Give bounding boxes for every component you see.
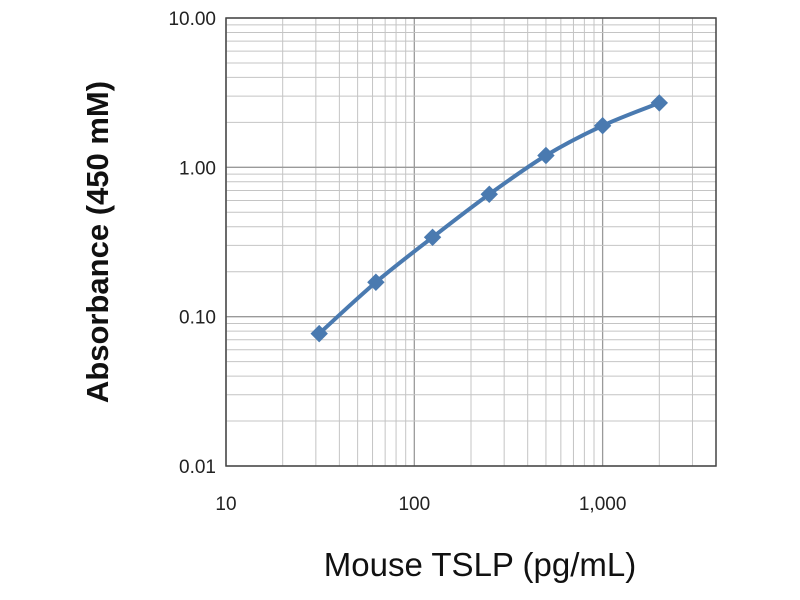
data-point-marker [423, 228, 442, 247]
data-point-marker [593, 116, 612, 135]
tick-labels: 10 100 1,000 0.01 0.10 1.00 10.00 [168, 9, 626, 515]
data-point-marker [310, 324, 328, 343]
x-tick-label: 10 [215, 494, 236, 515]
x-tick-label: 1,000 [579, 494, 627, 515]
data-point-marker [367, 273, 385, 291]
x-axis-title: Mouse TSLP (pg/mL) [324, 546, 636, 583]
y-axis-title: Absorbance (450 mM) [80, 81, 115, 403]
y-tick-label: 0.10 [179, 308, 216, 329]
data-point-marker [480, 185, 498, 203]
y-tick-label: 10.00 [168, 9, 216, 30]
series-line [317, 100, 662, 336]
y-tick-label: 1.00 [179, 158, 216, 179]
data-series [310, 94, 669, 343]
data-point-marker [537, 146, 555, 165]
plot-area-frame [225, 17, 717, 467]
gridlines [225, 17, 717, 467]
data-point-marker [650, 94, 669, 112]
y-tick-label: 0.01 [179, 457, 216, 478]
x-tick-label: 100 [398, 494, 430, 515]
